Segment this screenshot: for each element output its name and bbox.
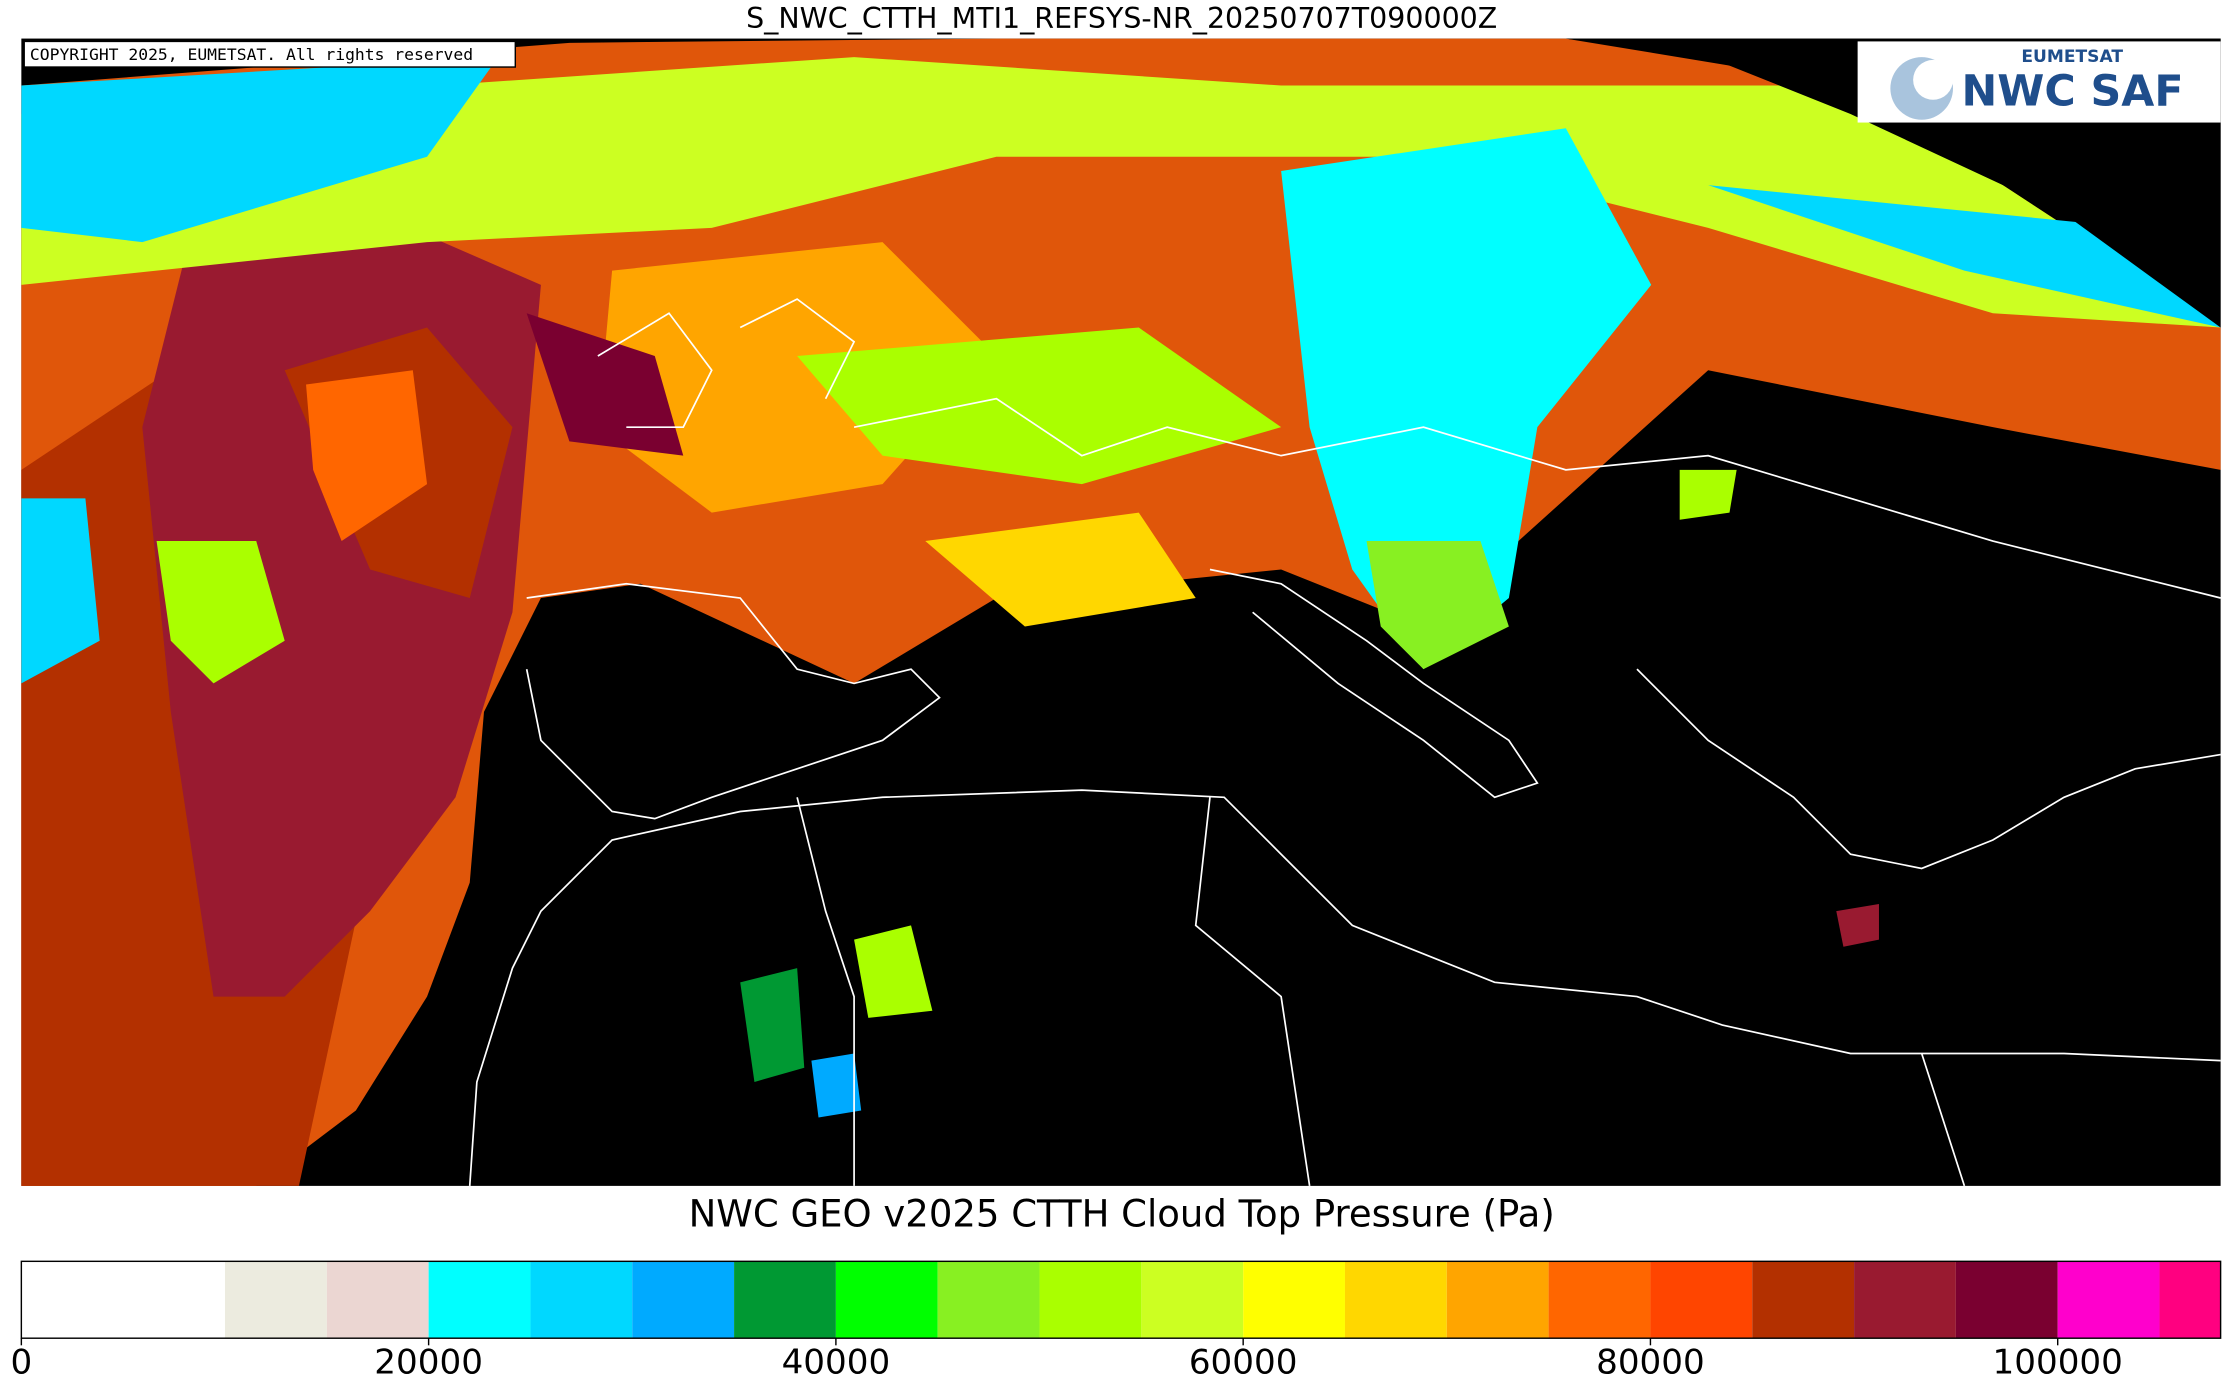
logo-top: EUMETSAT (2021, 47, 2123, 67)
colorbar-segment (1752, 1261, 1855, 1339)
colorbar-segment (1344, 1261, 1447, 1339)
colorbar: 0 20000 40000 60000 80000 100000 (10, 1260, 2222, 1382)
colorbar-segment (1854, 1261, 1956, 1339)
colorbar-segment (937, 1261, 1040, 1339)
copyright: COPYRIGHT 2025, EUMETSAT. All rights res… (30, 45, 473, 64)
colorbar-segment (1446, 1261, 1549, 1339)
colorbar-frame (20, 1260, 2222, 1339)
tick-label: 20000 (374, 1342, 483, 1382)
colorbar-segment (224, 1261, 327, 1339)
logo: EUMETSAT NWC SAF (1857, 41, 2221, 123)
map (21, 38, 2221, 1187)
tick-label: 100000 (1993, 1342, 2123, 1382)
tick-label: 60000 (1189, 1342, 1298, 1382)
tick-label: 0 (10, 1342, 32, 1382)
colorbar-segment (1141, 1261, 1244, 1339)
colorbar-segment (1039, 1261, 1142, 1339)
product-title: S_NWC_CTTH_MTI1_REFSYS-NR_20250707T09000… (746, 2, 1497, 35)
colorbar-segment (1955, 1261, 2058, 1339)
colorbar-segment (734, 1261, 836, 1339)
colorbar-segment (428, 1261, 531, 1339)
tick-label: 80000 (1596, 1342, 1705, 1382)
colorbar-segment (530, 1261, 633, 1339)
colorbar-segment (1548, 1261, 1651, 1339)
colorbar-segment (1243, 1261, 1345, 1339)
logo-main: NWC SAF (1962, 67, 2184, 117)
colorbar-segment (2159, 1261, 2221, 1339)
colorbar-segment (632, 1261, 735, 1339)
colorbar-segment (326, 1261, 429, 1339)
tick-label: 40000 (782, 1342, 891, 1382)
colorbar-title: NWC GEO v2025 CTTH Cloud Top Pressure (P… (689, 1192, 1555, 1235)
colorbar-segment (835, 1261, 938, 1339)
colorbar-segment (21, 1261, 225, 1339)
colorbar-segment (2057, 1261, 2160, 1339)
copyright-box (23, 40, 517, 68)
colorbar-segment (1650, 1261, 1753, 1339)
